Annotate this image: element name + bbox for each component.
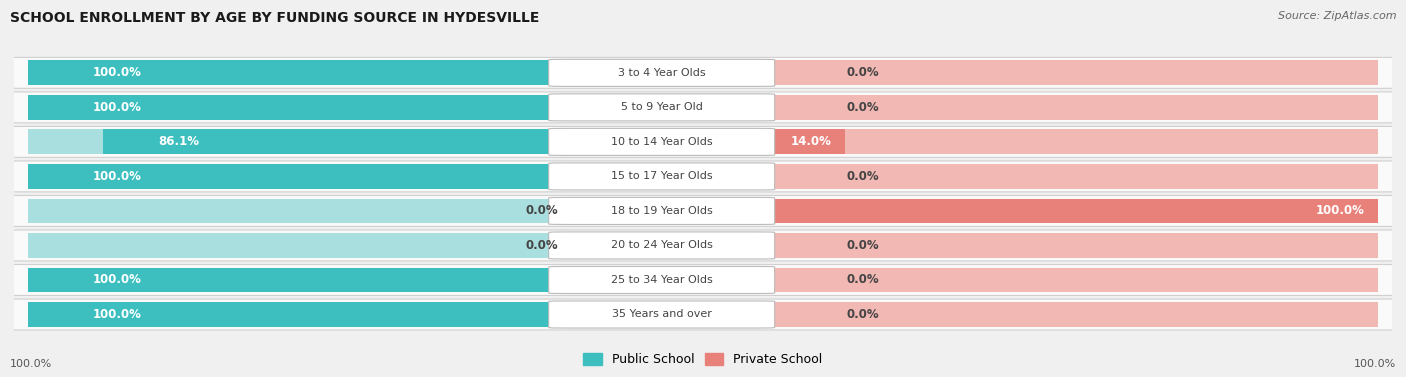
FancyBboxPatch shape (10, 126, 1396, 157)
Text: 10 to 14 Year Olds: 10 to 14 Year Olds (610, 137, 713, 147)
FancyBboxPatch shape (10, 195, 1396, 227)
Bar (28, 233, 565, 258)
Bar (28, 302, 565, 327)
Bar (28, 129, 565, 154)
Text: 100.0%: 100.0% (93, 308, 141, 321)
Bar (28, 302, 565, 327)
Text: 100.0%: 100.0% (1316, 204, 1364, 218)
Bar (758, 60, 1378, 85)
Bar (28, 268, 565, 293)
Text: 15 to 17 Year Olds: 15 to 17 Year Olds (610, 172, 713, 181)
FancyBboxPatch shape (548, 128, 775, 155)
Legend: Public School, Private School: Public School, Private School (578, 348, 828, 371)
Text: 86.1%: 86.1% (157, 135, 200, 149)
FancyBboxPatch shape (10, 230, 1396, 261)
Text: 100.0%: 100.0% (93, 66, 141, 79)
FancyBboxPatch shape (548, 232, 775, 259)
Bar (28, 164, 565, 189)
FancyBboxPatch shape (548, 94, 775, 121)
Bar (758, 129, 845, 154)
Bar (28, 60, 565, 85)
Bar (758, 233, 1378, 258)
Text: 0.0%: 0.0% (846, 239, 879, 252)
Bar (758, 268, 1378, 293)
Bar (28, 164, 565, 189)
Bar (758, 302, 1378, 327)
FancyBboxPatch shape (548, 301, 775, 328)
Text: 100.0%: 100.0% (93, 170, 141, 183)
Bar (28, 60, 565, 85)
Bar (28, 95, 565, 120)
Text: 3 to 4 Year Olds: 3 to 4 Year Olds (617, 68, 706, 78)
Text: 100.0%: 100.0% (93, 101, 141, 114)
Text: 0.0%: 0.0% (846, 308, 879, 321)
FancyBboxPatch shape (548, 59, 775, 86)
Text: SCHOOL ENROLLMENT BY AGE BY FUNDING SOURCE IN HYDESVILLE: SCHOOL ENROLLMENT BY AGE BY FUNDING SOUR… (10, 11, 540, 25)
FancyBboxPatch shape (10, 57, 1396, 88)
FancyBboxPatch shape (548, 163, 775, 190)
Text: 5 to 9 Year Old: 5 to 9 Year Old (620, 103, 703, 112)
FancyBboxPatch shape (10, 161, 1396, 192)
Bar (758, 164, 1378, 189)
Text: 35 Years and over: 35 Years and over (612, 310, 711, 319)
Bar (103, 129, 565, 154)
Text: 0.0%: 0.0% (526, 204, 558, 218)
Bar (28, 95, 565, 120)
FancyBboxPatch shape (548, 198, 775, 224)
FancyBboxPatch shape (10, 92, 1396, 123)
Text: 14.0%: 14.0% (790, 135, 831, 149)
Text: 0.0%: 0.0% (846, 273, 879, 287)
FancyBboxPatch shape (10, 299, 1396, 330)
Bar (758, 199, 1378, 223)
Text: Source: ZipAtlas.com: Source: ZipAtlas.com (1278, 11, 1396, 21)
Bar (28, 268, 565, 293)
Bar (758, 199, 1378, 223)
Text: 0.0%: 0.0% (846, 170, 879, 183)
Text: 18 to 19 Year Olds: 18 to 19 Year Olds (610, 206, 713, 216)
Text: 100.0%: 100.0% (1354, 359, 1396, 369)
Bar (758, 95, 1378, 120)
Bar (28, 199, 565, 223)
Bar (758, 129, 1378, 154)
Text: 100.0%: 100.0% (10, 359, 52, 369)
Text: 0.0%: 0.0% (526, 239, 558, 252)
FancyBboxPatch shape (548, 267, 775, 294)
Text: 100.0%: 100.0% (93, 273, 141, 287)
Text: 0.0%: 0.0% (846, 101, 879, 114)
FancyBboxPatch shape (10, 265, 1396, 296)
Text: 0.0%: 0.0% (846, 66, 879, 79)
Text: 20 to 24 Year Olds: 20 to 24 Year Olds (610, 241, 713, 250)
Text: 25 to 34 Year Olds: 25 to 34 Year Olds (610, 275, 713, 285)
